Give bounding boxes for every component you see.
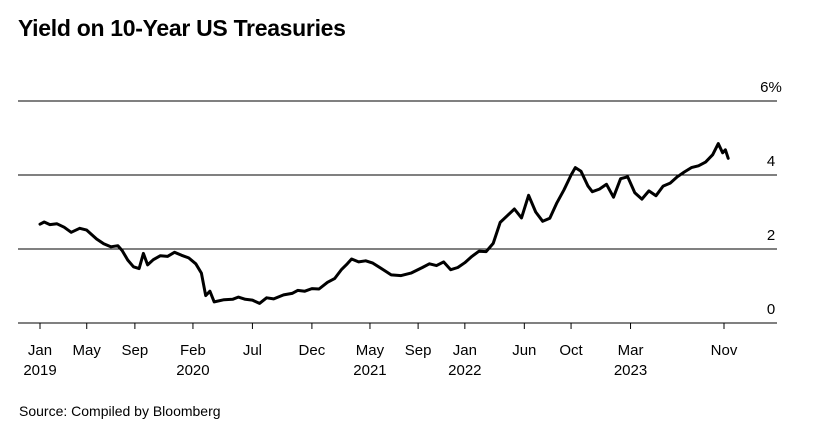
x-tick-year-label: 2020 xyxy=(176,362,209,379)
chart-title: Yield on 10-Year US Treasuries xyxy=(18,15,346,41)
x-tick-label: Sep xyxy=(122,342,149,359)
gridlines xyxy=(18,100,777,250)
series-line-yield xyxy=(38,142,730,305)
y-axis-labels: 0 2 4 6% xyxy=(760,79,782,318)
y-tick-label: 2 xyxy=(767,227,775,244)
x-tick-year-label: 2022 xyxy=(448,362,481,379)
series-layer xyxy=(38,142,730,305)
x-tick-label: Oct xyxy=(559,342,583,359)
x-tick-label: Jun xyxy=(512,342,536,359)
x-tick-year-label: 2019 xyxy=(23,362,56,379)
x-tick-label: Sep xyxy=(405,342,432,359)
y-tick-label: 6% xyxy=(760,79,782,96)
x-tick-label: Jan xyxy=(28,342,52,359)
x-tick-label: Feb xyxy=(180,342,206,359)
source-note: Source: Compiled by Bloomberg xyxy=(19,403,221,419)
x-tick-year-label: 2021 xyxy=(353,362,386,379)
x-axis: Jan 2019 May Sep Feb 2020 Jul Dec May 2021 Sep Jan 2… xyxy=(18,322,777,379)
x-tick-label: Jan xyxy=(453,342,477,359)
y-tick-label: 4 xyxy=(767,153,775,170)
x-tick-label: Nov xyxy=(711,342,738,359)
x-tick-label: May xyxy=(356,342,385,359)
x-tick-year-label: 2023 xyxy=(614,362,647,379)
x-tick-label: Jul xyxy=(243,342,262,359)
y-tick-label: 0 xyxy=(767,301,775,318)
x-tick-label: May xyxy=(73,342,102,359)
x-tick-label: Mar xyxy=(618,342,644,359)
x-tick-label: Dec xyxy=(299,342,326,359)
